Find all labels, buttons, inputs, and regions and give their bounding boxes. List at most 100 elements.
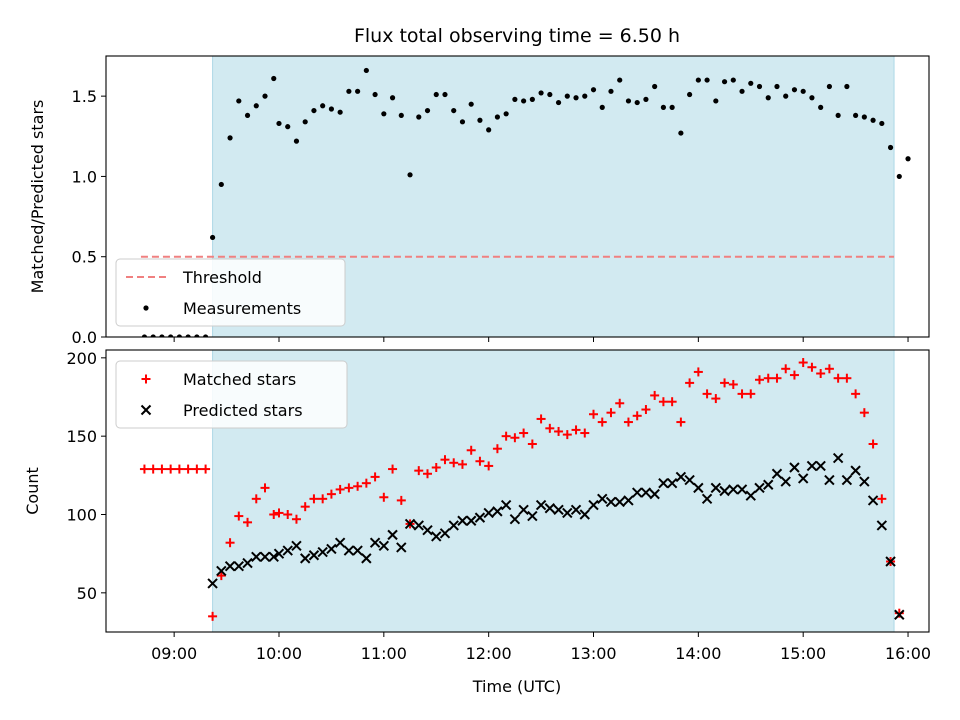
data-point [381, 111, 387, 117]
data-point [183, 464, 193, 474]
data-point [431, 531, 442, 542]
data-point [209, 234, 216, 241]
data-point [597, 417, 607, 427]
data-point [806, 460, 818, 472]
data-point [641, 405, 651, 415]
data-point [660, 104, 667, 110]
data-point [442, 91, 448, 98]
y-tick-label: 200 [66, 349, 97, 368]
data-point [337, 109, 343, 115]
data-point [483, 507, 494, 519]
data-point [905, 156, 911, 162]
data-point [457, 515, 468, 526]
data-point [510, 433, 520, 443]
data-point [474, 512, 486, 523]
data-point [486, 127, 492, 133]
data-point [737, 389, 747, 399]
data-point [276, 120, 282, 127]
data-point [780, 476, 791, 487]
data-point [344, 483, 354, 493]
data-point [649, 488, 660, 500]
data-point [797, 473, 809, 484]
data-point [599, 104, 605, 110]
data-point [509, 513, 521, 525]
data-point [501, 431, 511, 441]
data-point [535, 499, 547, 511]
data-point [728, 379, 738, 389]
data-point [896, 173, 902, 180]
data-point [894, 608, 904, 618]
data-point [614, 496, 625, 508]
data-point [538, 90, 544, 96]
data-point [824, 474, 835, 486]
data-point [781, 364, 791, 374]
data-point [440, 455, 450, 465]
data-point [527, 439, 537, 449]
x-tick-label: 15:00 [780, 644, 826, 663]
data-point [876, 520, 888, 531]
data-point [396, 495, 406, 505]
data-point [529, 96, 535, 102]
data-point [253, 103, 259, 109]
data-point [291, 514, 301, 524]
x-tick-label: 16:00 [885, 644, 931, 663]
data-point [326, 489, 336, 499]
data-point [623, 495, 634, 506]
data-point [676, 417, 686, 427]
data-point [687, 91, 693, 98]
data-point [503, 111, 509, 117]
data-point [562, 430, 572, 440]
data-point [771, 468, 783, 479]
data-point [570, 504, 582, 516]
x-tick-label: 11:00 [361, 644, 407, 663]
ratio-legend: Threshold Measurements [115, 258, 346, 327]
data-point [475, 456, 485, 466]
data-point [815, 460, 826, 472]
data-point [545, 423, 555, 433]
data-point [174, 464, 184, 474]
data-point [449, 458, 459, 468]
data-point [369, 537, 381, 548]
data-point [704, 77, 710, 83]
data-point [492, 444, 502, 454]
data-point [282, 545, 293, 556]
data-point [269, 510, 279, 519]
data-point [590, 87, 597, 93]
data-point [379, 492, 389, 502]
data-point [361, 478, 371, 488]
data-point [227, 135, 233, 141]
data-point [826, 83, 833, 90]
data-point [234, 511, 244, 521]
data-point [414, 466, 424, 476]
data-point [606, 408, 616, 418]
data-point [233, 560, 245, 572]
y-tick-label: 150 [66, 427, 97, 446]
data-point [317, 546, 328, 558]
data-point [640, 487, 652, 498]
legend-marker [141, 374, 151, 384]
x-tick-label: 12:00 [466, 644, 512, 663]
data-point [448, 520, 459, 531]
measurements-series [141, 67, 911, 337]
data-point [553, 504, 564, 516]
y-tick-label: 100 [66, 506, 97, 525]
data-point [678, 130, 684, 136]
data-point [244, 112, 251, 119]
data-point [328, 106, 335, 112]
data-point [251, 551, 262, 563]
data-point [702, 389, 712, 399]
data-point [658, 397, 668, 407]
data-point [299, 553, 311, 564]
data-point [867, 495, 879, 506]
data-point [842, 373, 852, 383]
data-point [343, 545, 355, 556]
data-point [413, 520, 424, 531]
data-point [625, 98, 632, 104]
data-point [168, 334, 174, 337]
ratio-axes-frame [105, 55, 930, 338]
data-point [544, 503, 556, 514]
data-point [833, 373, 843, 383]
data-point [710, 482, 722, 494]
ratio-panel: 0.0 0.5 1.0 1.5 Matched/Predicted stars Thres… [28, 55, 930, 347]
count-panel: 50 100 150 200 09:00 10:00 11:00 12:00 13:00 14:0… [23, 349, 931, 663]
